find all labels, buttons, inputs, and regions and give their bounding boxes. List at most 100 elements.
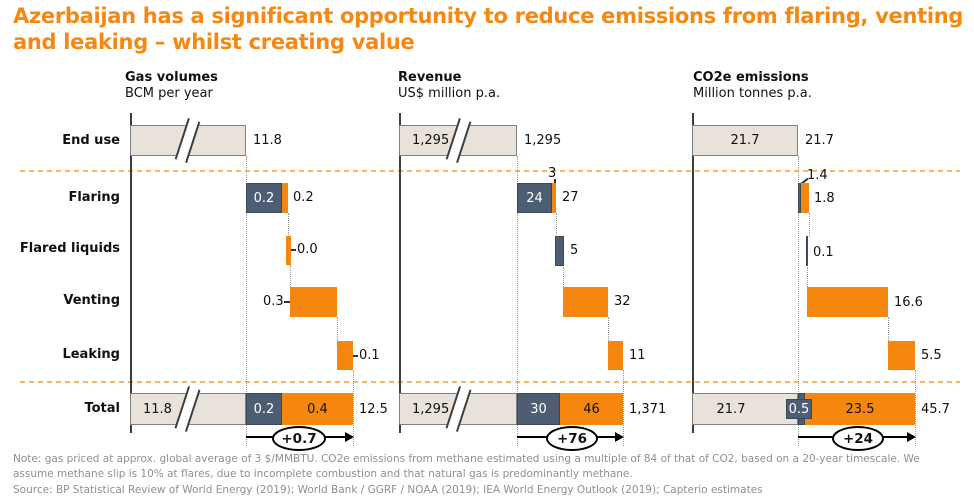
value-rev-leaking: 11 [629,348,646,363]
guideline [563,267,564,287]
chart-header-gas-volumes: Gas volumes BCM per year [125,70,218,103]
value-rev-flaring-orange: 3 [548,166,557,181]
label-tick [554,179,556,183]
row-label-venting: Venting [63,293,120,308]
delta-badge-co2e: +24 [832,426,884,451]
chart-unit: Million tonnes p.a. [693,86,812,102]
guideline [517,156,518,446]
guideline [915,370,916,446]
value-gas-leaking: 0.1 [359,348,380,363]
guideline [337,317,338,341]
bar-rev-flared-liquids [555,236,564,266]
bar-gas-total-orange: 0.4 [282,393,353,425]
bar-rev-total-dark: 30 [517,393,560,425]
bar-co2-total-base: 21.7 [692,393,798,425]
guideline [888,317,889,341]
row-label-flared-liquids: Flared liquids [19,241,120,256]
row-label-end-use: End use [62,133,120,148]
delta-arrowhead-icon [345,432,354,442]
value-gas-end-use: 11.8 [253,133,282,148]
bar-co2-venting [807,287,888,317]
footnote: Note: gas priced at approx. global avera… [13,453,920,481]
bar-gas-leaking [337,341,353,370]
delta-badge-gas: +0.7 [272,426,326,451]
page-title: Azerbaijan has a significant opportunity… [13,4,964,55]
axis-co2e [692,113,694,433]
value-gas-total-dark: 0.2 [253,401,275,417]
value-co2-total-base: 21.7 [716,401,746,417]
delta-badge-revenue: +76 [546,426,598,451]
value-co2-venting: 16.6 [894,295,923,310]
row-label-total: Total [84,401,120,416]
value-gas-total-base: 11.8 [143,401,172,417]
value-co2-flaring-orange: 1.4 [807,168,828,183]
value-co2-total-orange: 23.5 [845,401,875,417]
bar-co2-leaking [888,341,915,370]
value-rev-venting: 32 [614,294,631,309]
value-rev-total-base: 1,295 [412,401,450,417]
value-gas-flared-liquids: 0.0 [297,242,318,257]
guideline [288,213,289,237]
value-rev-flared-liquids: 5 [570,243,579,258]
chart-title: Revenue [398,70,462,85]
value-co2-flaring: 1.8 [814,191,835,206]
bar-gas-total-dark: 0.2 [246,393,282,425]
guideline [807,267,808,287]
guideline [608,317,609,341]
guideline [353,370,354,446]
bar-gas-flared-liquids [286,236,291,265]
value-co2-flared-liquids: 0.1 [813,245,834,260]
guideline [290,265,291,287]
value-rev-total-dark: 30 [530,401,547,417]
chart-title: Gas volumes [125,70,218,85]
row-label-flaring: Flaring [68,190,120,205]
row-label-leaking: Leaking [62,347,120,362]
bar-rev-flaring-dark: 24 [517,183,552,213]
dashed-separator-top [20,170,960,172]
guideline [246,156,247,446]
value-rev-end-use-inside: 1,295 [412,133,450,148]
value-rev-flaring-dark: 24 [526,190,543,206]
value-co2-total-sum: 45.7 [921,402,950,417]
delta-arrowhead-icon [907,432,916,442]
value-rev-end-use: 1,295 [524,133,562,148]
guideline [798,156,799,446]
chart-header-revenue: Revenue US$ million p.a. [398,70,500,103]
delta-arrowhead-icon [615,432,624,442]
value-co2-end-use: 21.7 [805,133,834,148]
bar-rev-venting [563,287,608,317]
value-gas-venting: 0.3 [263,294,284,309]
value-gas-flaring: 0.2 [293,190,314,205]
bar-gas-flaring-orange [282,183,288,213]
value-rev-total-orange: 46 [583,401,600,417]
bar-rev-total-orange: 46 [560,393,623,425]
axis-revenue [399,113,401,433]
bar-co2-end-use: 21.7 [692,125,798,156]
chart-header-co2e: CO2e emissions Million tonnes p.a. [693,70,812,103]
label-tick [284,301,290,303]
guideline [809,213,810,237]
bar-rev-leaking [608,341,623,370]
value-gas-total-orange: 0.4 [307,401,328,417]
value-gas-total-sum: 12.5 [359,402,388,417]
bar-co2-total-orange: 23.5 [805,393,915,425]
dashed-separator-bottom [20,381,960,383]
value-co2-end-use-inside: 21.7 [730,133,760,148]
bar-gas-flaring-dark: 0.2 [246,183,282,213]
axis-gas-volumes [130,113,132,433]
source-line: Source: BP Statistical Review of World E… [13,484,763,496]
bar-rev-flaring-orange [552,183,556,213]
label-tick [291,249,296,251]
guideline [556,213,557,237]
bar-co2-flaring-orange [801,183,809,213]
value-rev-flaring: 27 [562,190,579,205]
value-rev-total-sum: 1,371 [629,402,667,417]
chart-title: CO2e emissions [693,70,809,85]
bar-co2-flared-liquids [806,236,808,266]
value-co2-total-dark: 0.5 [786,399,812,419]
value-gas-flaring-dark: 0.2 [253,190,275,206]
chart-unit: US$ million p.a. [398,86,501,102]
chart-unit: BCM per year [125,86,213,102]
guideline [623,370,624,446]
